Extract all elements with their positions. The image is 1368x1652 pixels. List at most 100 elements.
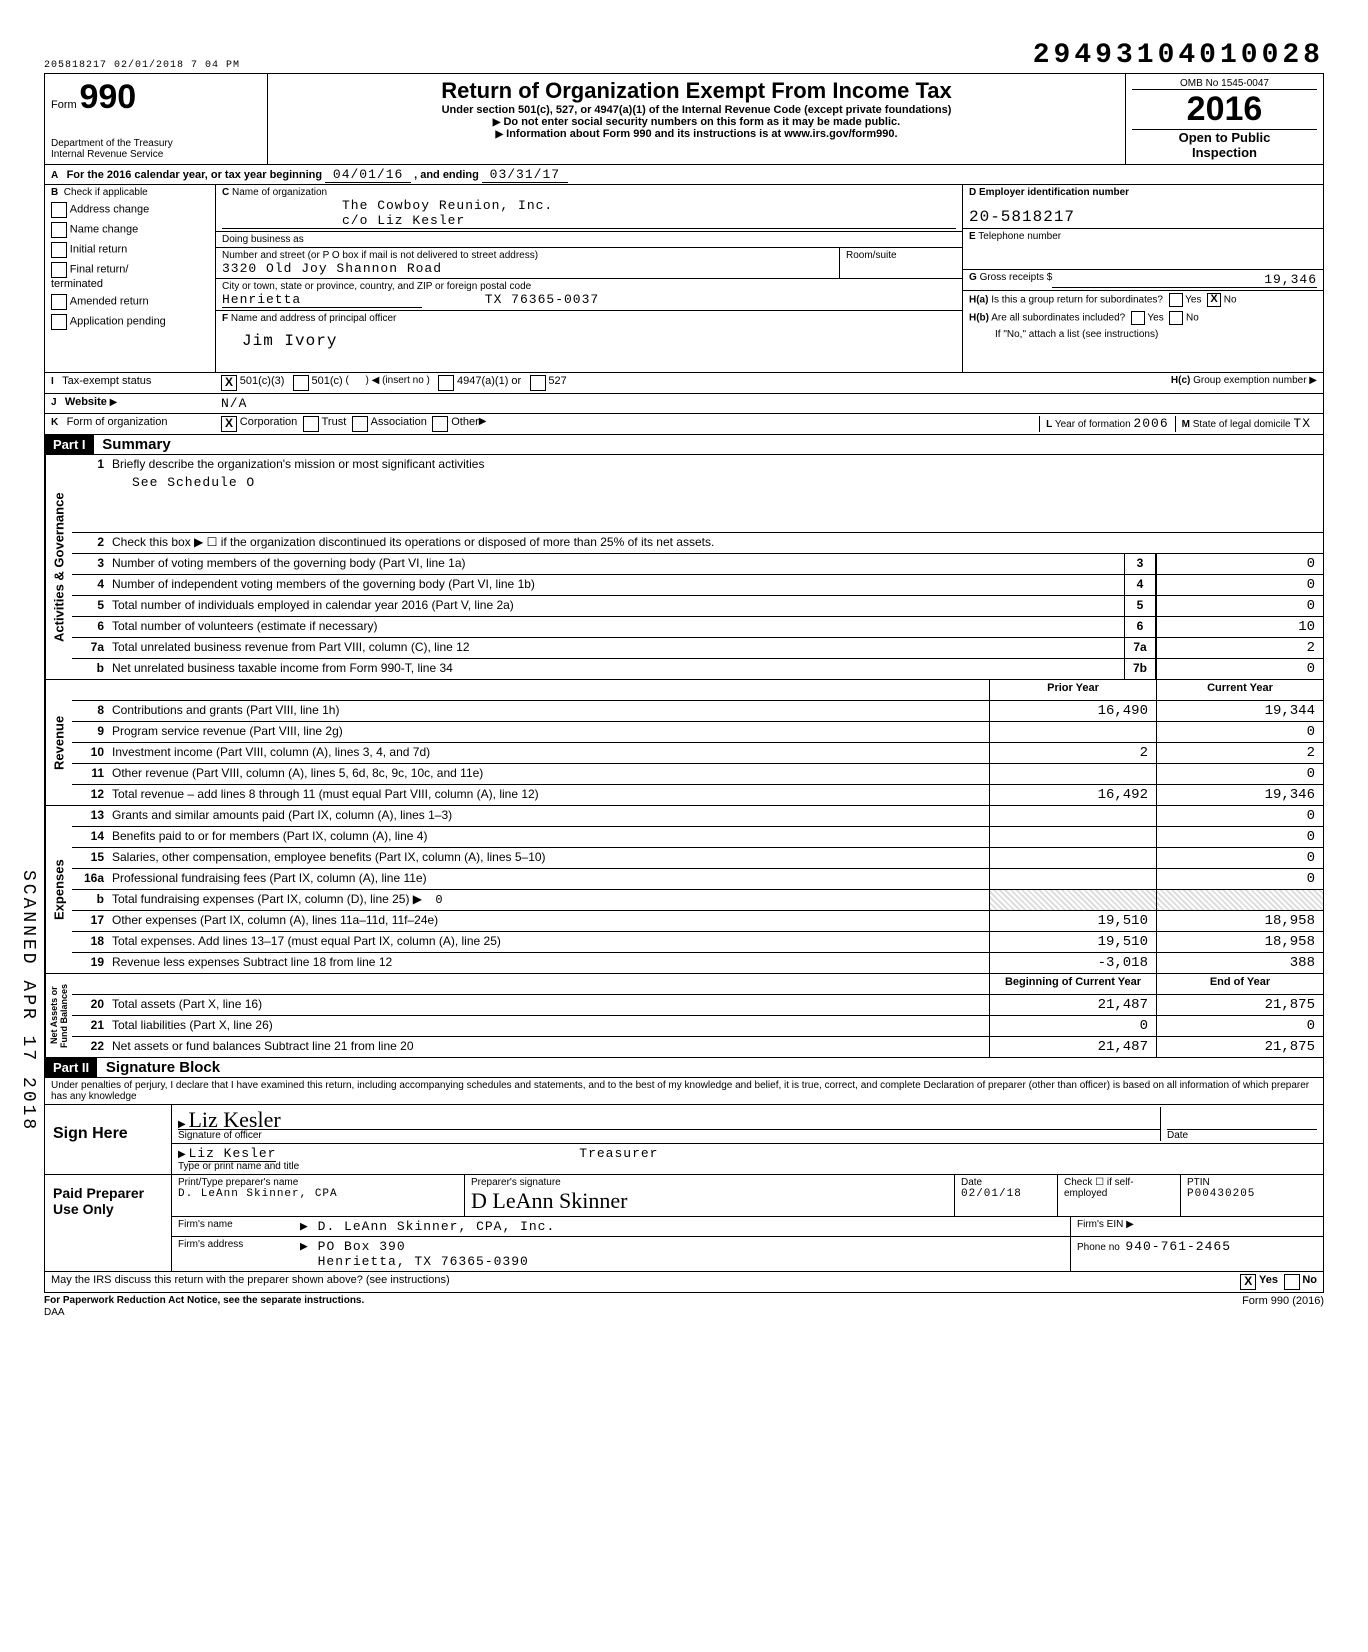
chk-ha-no[interactable]: X <box>1207 293 1221 307</box>
l15-prior <box>989 848 1156 868</box>
l19-prior: -3,018 <box>989 953 1156 973</box>
dba-label: Doing business as <box>216 232 962 248</box>
opt-corp: Corporation <box>240 416 297 432</box>
street-address: 3320 Old Joy Shannon Road <box>222 261 833 276</box>
l18-desc: Total expenses. Add lines 13–17 (must eq… <box>108 932 989 952</box>
l17-prior: 19,510 <box>989 911 1156 931</box>
l10-curr: 2 <box>1156 743 1323 763</box>
l8-desc: Contributions and grants (Part VIII, lin… <box>108 701 989 721</box>
chk-4947[interactable] <box>438 375 454 391</box>
org-name: The Cowboy Reunion, Inc. <box>222 198 956 213</box>
l9-desc: Program service revenue (Part VIII, line… <box>108 722 989 742</box>
subs-included-q: Are all subordinates included? <box>991 313 1125 324</box>
lbl-amended: Amended return <box>70 296 149 308</box>
addr-label: Number and street (or P O box if mail is… <box>222 250 833 261</box>
opt-501c: 501(c) <box>312 375 343 391</box>
chk-trust[interactable] <box>303 416 319 432</box>
l19-desc: Revenue less expenses Subtract line 18 f… <box>108 953 989 973</box>
l11-curr: 0 <box>1156 764 1323 784</box>
l12-prior: 16,492 <box>989 785 1156 805</box>
line-a: A For the 2016 calendar year, or tax yea… <box>44 165 1324 185</box>
website-label: Website <box>65 396 107 408</box>
l6-val: 10 <box>1156 617 1323 637</box>
l1-desc: Briefly describe the organization's miss… <box>112 457 484 471</box>
ein-label: Employer identification number <box>979 187 1129 198</box>
vtab-netassets: Net Assets orFund Balances <box>45 974 72 1057</box>
expenses-section: Expenses 13Grants and similar amounts pa… <box>44 806 1324 974</box>
chk-hb-yes[interactable] <box>1131 311 1145 325</box>
prep-name-label: Print/Type preparer's name <box>178 1177 458 1188</box>
chk-527[interactable] <box>530 375 546 391</box>
chk-501c3[interactable]: X <box>221 375 237 391</box>
l8-prior: 16,490 <box>989 701 1156 721</box>
chk-discuss-yes[interactable]: X <box>1240 1274 1256 1290</box>
firm-addr-label: Firm's address <box>172 1237 294 1271</box>
group-return-q: Is this a group return for subordinates? <box>991 295 1163 306</box>
l12-desc: Total revenue – add lines 8 through 11 (… <box>108 785 989 805</box>
chk-final[interactable] <box>51 262 67 278</box>
opt-501c3: 501(c)(3) <box>240 375 285 391</box>
check-applicable-label: Check if applicable <box>64 187 148 198</box>
officer-signature: Liz Kesler <box>188 1107 280 1132</box>
line-a-prefix: For the 2016 calendar year, or tax year … <box>67 169 323 181</box>
firm-addr: PO Box 390 <box>318 1239 406 1254</box>
l13-desc: Grants and similar amounts paid (Part IX… <box>108 806 989 826</box>
l22-prior: 21,487 <box>989 1037 1156 1057</box>
chk-hb-no[interactable] <box>1169 311 1183 325</box>
prep-date-label: Date <box>961 1177 1051 1188</box>
l19-curr: 388 <box>1156 953 1323 973</box>
phone-no-label: Phone no <box>1077 1242 1120 1253</box>
officer-name: Jim Ivory <box>222 324 956 370</box>
l21-curr: 0 <box>1156 1016 1323 1036</box>
ssn-warning: Do not enter social security numbers on … <box>274 116 1119 128</box>
l13-prior <box>989 806 1156 826</box>
room-suite-label: Room/suite <box>839 248 962 278</box>
chk-ha-yes[interactable] <box>1169 293 1183 307</box>
type-print-label: Type or print name and title <box>178 1161 1317 1172</box>
l15-desc: Salaries, other compensation, employee b… <box>108 848 989 868</box>
officer-name-typed: Liz Kesler <box>188 1146 276 1162</box>
chk-other[interactable] <box>432 416 448 432</box>
firm-name-label: Firm's name <box>172 1217 294 1236</box>
scanned-stamp: SCANNED APR 17 2018 <box>18 870 38 1132</box>
l15-curr: 0 <box>1156 848 1323 868</box>
chk-app-pending[interactable] <box>51 314 67 330</box>
chk-assoc[interactable] <box>352 416 368 432</box>
opt-other: Other <box>451 416 479 432</box>
l10-desc: Investment income (Part VIII, column (A)… <box>108 743 989 763</box>
prep-date: 02/01/18 <box>961 1188 1051 1200</box>
chk-name-change[interactable] <box>51 222 67 238</box>
care-of: c/o Liz Kesler <box>222 213 956 229</box>
l13-curr: 0 <box>1156 806 1323 826</box>
part2-hdr: Part II <box>45 1058 97 1077</box>
l5-desc: Total number of individuals employed in … <box>108 596 1124 616</box>
chk-501c[interactable] <box>293 375 309 391</box>
part1-header-row: Part I Summary <box>44 435 1324 455</box>
chk-amended[interactable] <box>51 294 67 310</box>
chk-corp[interactable]: X <box>221 416 237 432</box>
l3-val: 0 <box>1156 554 1323 574</box>
l22-curr: 21,875 <box>1156 1037 1323 1057</box>
sig-officer-label: Signature of officer <box>178 1129 1160 1141</box>
chk-initial[interactable] <box>51 242 67 258</box>
gross-receipts-value: 19,346 <box>1052 272 1317 288</box>
city: Henrietta <box>222 292 422 308</box>
irs-label: Internal Revenue Service <box>51 149 261 160</box>
website-value: N/A <box>221 396 247 411</box>
opt-527: 527 <box>548 375 566 391</box>
l7b-desc: Net unrelated business taxable income fr… <box>108 659 1124 679</box>
ein-value: 20-5818217 <box>969 198 1317 226</box>
chk-address-change[interactable] <box>51 202 67 218</box>
chk-discuss-no[interactable] <box>1284 1274 1300 1290</box>
sig-date-label: Date <box>1167 1129 1317 1141</box>
l10-prior: 2 <box>989 743 1156 763</box>
l17-curr: 18,958 <box>1156 911 1323 931</box>
l16b-shade2 <box>1156 890 1323 910</box>
l12-curr: 19,346 <box>1156 785 1323 805</box>
l18-curr: 18,958 <box>1156 932 1323 952</box>
prep-name: D. LeAnn Skinner, CPA <box>178 1188 458 1200</box>
tax-year: 2016 <box>1132 90 1317 129</box>
org-name-label: Name of organization <box>232 187 327 198</box>
l7b-val: 0 <box>1156 659 1323 679</box>
l16a-prior <box>989 869 1156 889</box>
